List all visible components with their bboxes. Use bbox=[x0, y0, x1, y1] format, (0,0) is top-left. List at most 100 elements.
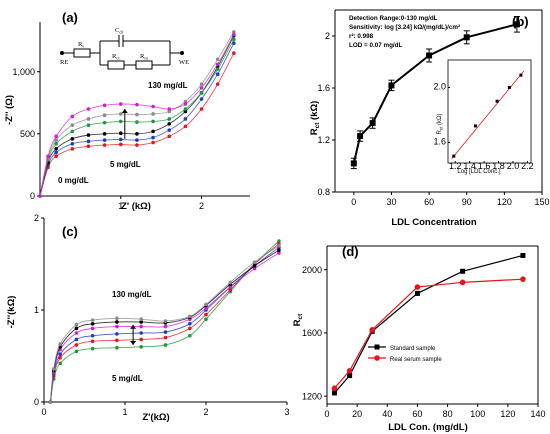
panel-a-point-blue bbox=[118, 137, 123, 142]
panel-a-point-red bbox=[86, 144, 91, 149]
panel-a-point-grey bbox=[102, 113, 107, 118]
legend-label-standard: Standard sample bbox=[390, 346, 436, 352]
panel-a-point-grey bbox=[232, 30, 236, 34]
panel-a-point-green bbox=[86, 123, 91, 127]
panel-b-xlabel: LDL Concentration bbox=[391, 217, 477, 228]
panel-b-inset-xlabel: Log [LDL Conc.] bbox=[457, 169, 500, 175]
panel-d-point-serum bbox=[369, 326, 376, 333]
panel-a-point-blue bbox=[199, 97, 204, 101]
panel-b-y-tick-label: 1.6 bbox=[317, 83, 330, 93]
panel-a-point-red bbox=[135, 143, 139, 147]
panel-a-annotation-low: 0 mg/dL bbox=[58, 176, 89, 185]
panel-a-point-red bbox=[199, 107, 204, 111]
circuit-rs-resistor bbox=[73, 48, 91, 58]
panel-a-point-blue bbox=[183, 117, 188, 121]
panel-c-point-magenta bbox=[252, 266, 257, 271]
panel-a-point-blue bbox=[215, 72, 220, 76]
panel-d-point-standard bbox=[520, 252, 526, 258]
legend-marker-standard bbox=[374, 344, 380, 350]
panel-a-point-green bbox=[183, 107, 188, 111]
panel-c-point-grey bbox=[188, 314, 192, 319]
panel-d-x-tick-label: 100 bbox=[470, 409, 485, 419]
panel-b-point bbox=[513, 21, 520, 28]
panel-a-point-magenta bbox=[70, 114, 75, 119]
panel-a-point-grey bbox=[183, 99, 188, 104]
panel-c-point-red bbox=[115, 338, 119, 343]
panel-a-point-black bbox=[70, 137, 75, 141]
panel-c-x-tick-label: 1 bbox=[122, 407, 127, 417]
panel-a-label: (a) bbox=[62, 10, 78, 25]
panel-b-point bbox=[369, 120, 376, 127]
panel-c-point-blue bbox=[90, 333, 95, 338]
panel-c-point-green bbox=[58, 361, 62, 366]
panel-b-inset-point bbox=[495, 99, 499, 103]
panel-d: (d) LDL Con. (mg/dL) Rct Standard sample… bbox=[292, 244, 468, 433]
panel-a-point-magenta bbox=[135, 102, 139, 107]
panel-d-x-tick-label: 140 bbox=[530, 409, 545, 419]
panel-a-point-black bbox=[135, 132, 139, 136]
panel-c-point-black bbox=[74, 326, 79, 331]
panel-c-point-grey bbox=[90, 318, 95, 322]
panel-c-point-green bbox=[163, 343, 168, 347]
legend-label-serum: Real serum sample bbox=[390, 357, 442, 363]
panel-a-arrow-head bbox=[121, 109, 128, 113]
panel-c-point-black bbox=[252, 264, 257, 268]
panel-a-point-grey bbox=[70, 123, 75, 127]
panel-d-point-serum bbox=[346, 368, 353, 374]
panel-c-point-black bbox=[115, 320, 119, 324]
panel-c-point-magenta bbox=[163, 324, 168, 329]
panel-c-point-grey bbox=[277, 243, 281, 248]
panel-a-point-green bbox=[215, 67, 220, 72]
panel-a-point-grey bbox=[135, 112, 139, 117]
panel-b-info-range: Detection Range:0-130 mg/dL bbox=[349, 15, 438, 22]
panel-d-point-standard bbox=[414, 290, 420, 296]
panel-b-inset-y-tick-label: 1.6 bbox=[433, 136, 446, 146]
panel-b-inset-x-tick-label: 1.6 bbox=[478, 161, 491, 171]
panel-a-point-magenta bbox=[102, 103, 107, 108]
panel-d-x-tick-label: 20 bbox=[352, 409, 362, 419]
panel-a-point-magenta bbox=[215, 62, 220, 67]
panel-c-point-magenta bbox=[204, 306, 208, 310]
panel-c-point-green bbox=[277, 239, 281, 243]
panel-a-point-black bbox=[118, 131, 123, 136]
panel-c-point-blue bbox=[58, 352, 62, 356]
panel-c-y-tick-label: 1 bbox=[34, 305, 39, 315]
panel-d-x-tick-label: 60 bbox=[412, 409, 422, 419]
panel-d-point-serum bbox=[414, 284, 421, 290]
panel-a-point-red bbox=[183, 124, 188, 129]
panel-a-point-magenta bbox=[54, 134, 58, 139]
panel-a-point-blue bbox=[54, 150, 58, 155]
panel-c-point-grey bbox=[204, 302, 208, 307]
panel-a-point-grey bbox=[151, 112, 155, 116]
panel-d-line-serum bbox=[334, 278, 523, 389]
circuit-rs-label: Rs bbox=[78, 41, 84, 49]
panel-b-inset-fit-line bbox=[451, 70, 525, 160]
panel-c-annotation-low: 5 mg/dL bbox=[112, 374, 143, 383]
panel-b-x-tick-label: 0 bbox=[351, 197, 356, 207]
panel-a-series-line-red bbox=[39, 52, 235, 197]
panel-b: (b) LDL Concentration Rct (kΩ) Detection… bbox=[309, 14, 529, 228]
panel-a-point-blue bbox=[167, 128, 172, 132]
circuit-we-label: WE bbox=[179, 59, 189, 66]
panel-a-point-red bbox=[118, 142, 123, 147]
panel-c-point-grey bbox=[163, 319, 168, 323]
panel-c-point-red bbox=[90, 339, 95, 344]
panel-b-inset-ylabel: Rct (kΩ) bbox=[437, 113, 444, 134]
panel-c-point-grey bbox=[48, 400, 53, 404]
panel-c-point-black bbox=[277, 248, 281, 252]
circuit-cdl-label: Cdl bbox=[115, 27, 124, 35]
panel-b-y-tick-label: 2 bbox=[325, 31, 330, 41]
panel-b-x-tick-label: 150 bbox=[534, 197, 549, 207]
panel-d-label: (d) bbox=[342, 244, 359, 259]
panel-b-x-tick-label: 120 bbox=[497, 197, 512, 207]
panel-b-info-r2: r²: 0.998 bbox=[349, 33, 374, 40]
panel-c: (c) Z'(kΩ) -Z''(kΩ) 130 mg/dL 5 mg/dL bbox=[6, 224, 170, 423]
panel-b-point bbox=[426, 52, 433, 59]
panel-c-point-grey bbox=[252, 260, 257, 264]
panel-a-point-black bbox=[54, 146, 58, 151]
panel-a-point-grey bbox=[215, 57, 220, 62]
panel-a-point-black bbox=[167, 122, 172, 126]
panel-d-x-tick-label: 80 bbox=[443, 409, 453, 419]
